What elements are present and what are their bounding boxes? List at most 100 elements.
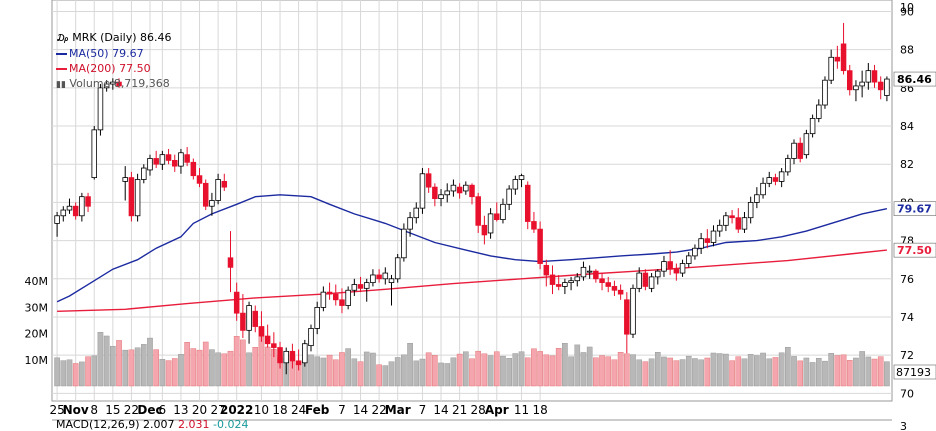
volume-bar	[202, 341, 209, 387]
legend-ma50: MA(50) 79.67	[56, 46, 171, 61]
volume-bar	[543, 354, 550, 387]
volume-bar	[537, 351, 543, 387]
candle-body	[766, 177, 772, 184]
volume-bar	[834, 355, 841, 387]
candle-body	[549, 274, 556, 285]
volume-bar	[401, 354, 407, 387]
volume-bar	[877, 356, 884, 387]
volume-bar	[332, 359, 339, 387]
candle-body	[264, 335, 271, 345]
volume-bar	[735, 356, 742, 387]
price-tick-label: 82	[900, 158, 914, 171]
volume-bar	[153, 349, 159, 387]
candle-body	[320, 291, 327, 308]
volume-bar	[704, 357, 711, 387]
candle-body	[822, 79, 828, 106]
candle-body	[190, 161, 197, 177]
candle-body	[110, 81, 116, 85]
volume-tick-label: 30M	[25, 301, 49, 314]
candle-body	[172, 159, 178, 167]
volume-bar	[871, 358, 878, 387]
price-tick-label: 74	[900, 311, 914, 324]
candle-body	[233, 291, 240, 314]
macd-tick-label: 3	[900, 420, 907, 430]
candle-body	[351, 284, 358, 291]
candle-body	[72, 205, 79, 217]
time-tick-label: 20	[192, 403, 207, 417]
candle-body	[159, 154, 166, 165]
candle-body	[494, 213, 500, 220]
volume-bar	[723, 353, 729, 387]
volume-bar	[116, 340, 122, 387]
time-tick-label: 28	[471, 403, 486, 417]
volume-tick-label: 40M	[25, 275, 49, 288]
volume-bar	[79, 361, 85, 387]
ma50-line	[56, 194, 888, 303]
candle-body	[295, 360, 302, 366]
volume-bar	[568, 356, 574, 387]
price-tick-label: 88	[900, 44, 914, 57]
volume-bar	[345, 348, 351, 387]
candle-body	[704, 238, 711, 243]
candle-body	[884, 78, 890, 96]
volume-bar	[110, 345, 116, 387]
volume-bar	[778, 352, 785, 387]
candle-body	[617, 289, 624, 295]
volume-bar	[667, 357, 673, 387]
candle-body	[196, 175, 203, 184]
volume-bar	[493, 351, 500, 387]
volume-bar	[481, 353, 488, 387]
candle-body	[339, 299, 345, 306]
time-tick-label: 7	[338, 403, 346, 417]
candle-body	[277, 347, 283, 364]
candle-body	[363, 282, 370, 289]
volume-bar	[103, 335, 110, 387]
candle-body	[506, 188, 512, 205]
candle-body	[91, 129, 98, 178]
volume-bar	[432, 355, 438, 387]
candle-body	[778, 171, 785, 182]
volume-bar	[679, 359, 686, 387]
volume-bar	[314, 356, 320, 387]
time-tick-label: 14	[433, 403, 448, 417]
candle-body	[741, 217, 748, 230]
last-price-badge-text: 86.46	[897, 73, 932, 86]
candle-body	[803, 133, 810, 156]
price-tick-label: 84	[900, 120, 914, 133]
candle-body	[302, 343, 308, 364]
legend-main: ₯ MRK (Daily) 86.46	[56, 30, 171, 46]
candle-body	[679, 263, 686, 274]
candle-body	[834, 56, 841, 62]
candle-body	[531, 221, 537, 230]
volume-bar	[196, 349, 203, 387]
candle-body	[419, 173, 426, 209]
candle-body	[518, 175, 525, 180]
volume-bar	[574, 344, 581, 387]
ma200-badge-box	[893, 242, 936, 258]
volume-bar	[710, 352, 717, 387]
price-tick-label: 76	[900, 273, 914, 286]
last-price-badge-box	[893, 71, 936, 87]
volume-bar	[692, 358, 698, 387]
volume-bar	[611, 359, 618, 387]
candle-body	[209, 200, 215, 207]
legend-ma200-label: MA(200) 77.50	[69, 62, 151, 75]
candle-body	[221, 181, 228, 188]
candle-body	[877, 81, 884, 91]
candle-body	[630, 287, 636, 335]
volume-bar	[531, 348, 537, 387]
volume-bar	[549, 355, 556, 387]
candle-body	[438, 194, 444, 199]
candle-body	[859, 81, 865, 87]
volume-bar	[741, 358, 748, 387]
candle-body	[555, 284, 562, 287]
macd-signal-label: 2.031	[178, 418, 210, 431]
candle-body	[692, 247, 698, 257]
volume-bar	[54, 357, 60, 387]
candle-body	[735, 217, 742, 230]
volume-bar	[630, 354, 636, 387]
candle-body	[636, 272, 642, 289]
candle-body	[698, 238, 704, 249]
volume-bar	[791, 356, 797, 387]
